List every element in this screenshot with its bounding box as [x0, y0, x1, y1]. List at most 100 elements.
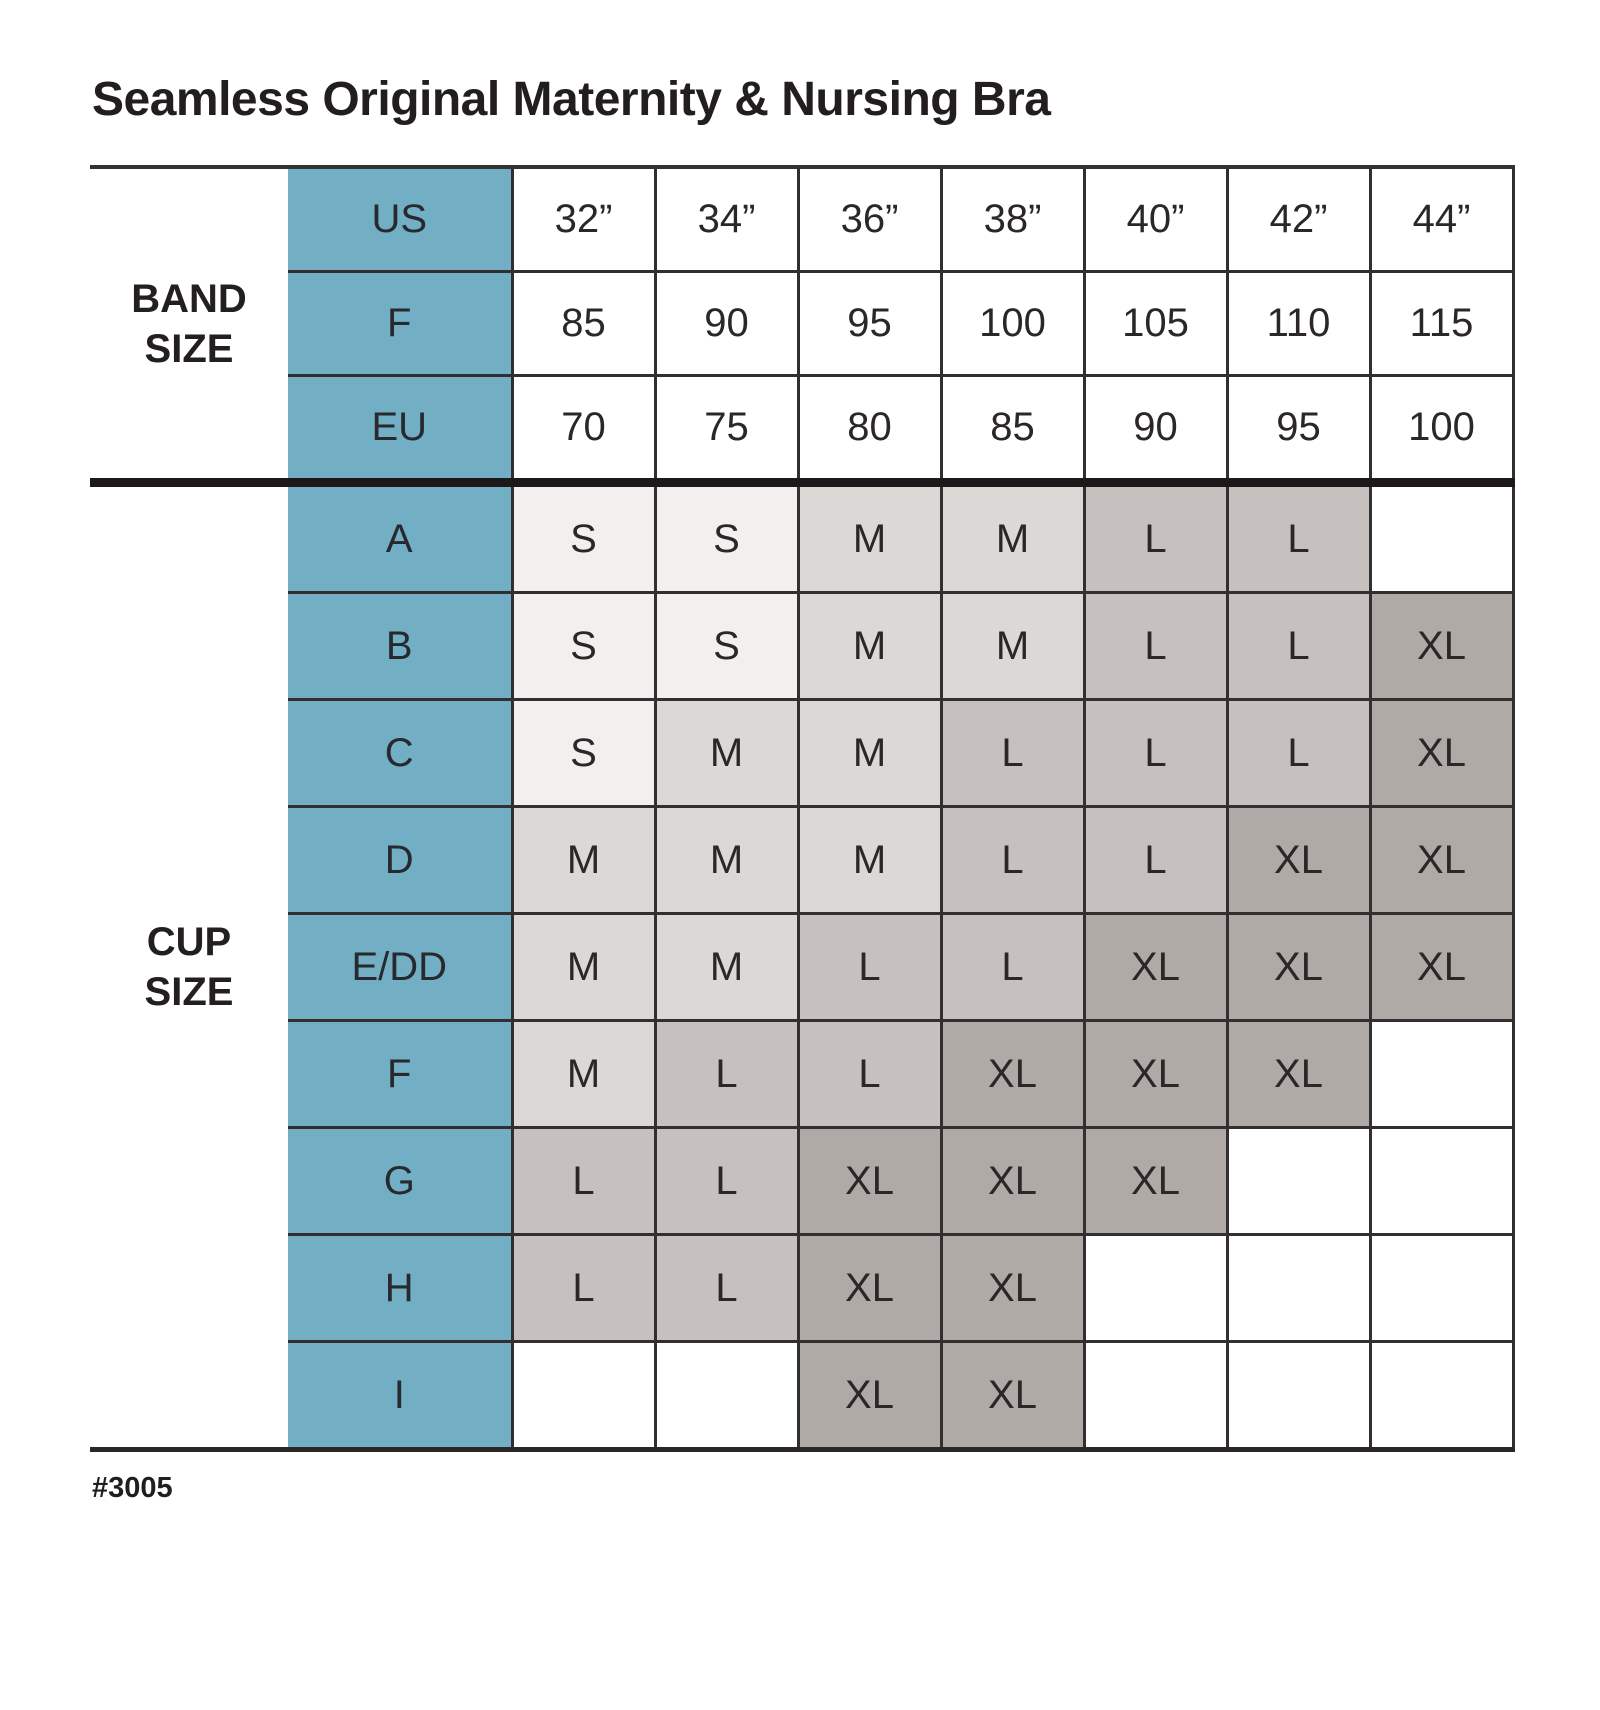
row-header-cell: A [288, 481, 514, 594]
band-value-cell: 75 [653, 374, 800, 487]
cup-size-cell: S [510, 591, 657, 701]
cup-size-cell: XL [939, 1233, 1086, 1343]
table-row: H L L XL XL [90, 1233, 1515, 1343]
row-header-cell: H [288, 1233, 514, 1343]
cup-size-cell: M [653, 698, 800, 808]
cup-size-cell: XL [796, 1233, 943, 1343]
table-row: F 85 90 95 100 105 110 115 [90, 270, 1515, 377]
table-row: CUP SIZE A S S M M L L [90, 481, 1515, 1452]
cup-size-cell [1368, 1340, 1515, 1452]
cup-size-cell: M [796, 805, 943, 915]
band-value-cell: 85 [510, 270, 657, 377]
row-header-cell: G [288, 1126, 514, 1236]
row-header-cell: E/DD [288, 912, 514, 1022]
band-value-cell: 38” [939, 165, 1086, 273]
size-chart-table: BAND SIZE US 32” 34” 36” 38” 40” 42” 44” F 85 90 95 1… [90, 165, 1515, 1452]
table-row: I XL XL [90, 1340, 1515, 1452]
cup-size-cell [1368, 1126, 1515, 1236]
band-value-cell: 40” [1082, 165, 1229, 273]
band-value-cell: 90 [653, 270, 800, 377]
cup-size-cell: XL [1368, 805, 1515, 915]
band-value-cell: 36” [796, 165, 943, 273]
cup-size-cell: L [1082, 591, 1229, 701]
cup-size-cell: L [653, 1126, 800, 1236]
cup-size-cell: XL [1225, 805, 1372, 915]
cup-size-cell [1368, 481, 1515, 594]
table-row: F M L L XL XL XL [90, 1019, 1515, 1129]
row-header-cell: C [288, 698, 514, 808]
cup-size-cell: XL [1368, 912, 1515, 1022]
cup-size-cell [1225, 1340, 1372, 1452]
band-value-cell: 70 [510, 374, 657, 487]
cup-size-cell [1082, 1340, 1229, 1452]
cup-size-cell: L [1082, 698, 1229, 808]
cup-size-cell [1225, 1233, 1372, 1343]
cup-size-cell: L [1082, 481, 1229, 594]
cup-size-cell: XL [1082, 1126, 1229, 1236]
row-header-cell: B [288, 591, 514, 701]
band-value-cell: 42” [1225, 165, 1372, 273]
cup-size-cell: XL [1082, 1019, 1229, 1129]
cup-size-cell [1368, 1233, 1515, 1343]
cup-size-cell: M [510, 1019, 657, 1129]
cup-size-cell: XL [1225, 912, 1372, 1022]
cup-size-cell: XL [939, 1340, 1086, 1452]
table-row: E/DD M M L L XL XL XL [90, 912, 1515, 1022]
cup-size-cell: XL [1082, 912, 1229, 1022]
cup-size-cell: M [510, 805, 657, 915]
table-row: C S M M L L L XL [90, 698, 1515, 808]
cup-size-cell: XL [939, 1019, 1086, 1129]
row-header-cell: EU [288, 374, 514, 487]
cup-size-cell: S [510, 481, 657, 594]
band-value-cell: 95 [796, 270, 943, 377]
cup-size-cell: S [653, 591, 800, 701]
band-value-cell: 115 [1368, 270, 1515, 377]
cup-size-cell: M [653, 912, 800, 1022]
product-number: #3005 [92, 1472, 173, 1504]
cup-size-cell [653, 1340, 800, 1452]
cup-size-cell [1082, 1233, 1229, 1343]
cup-size-cell: M [939, 591, 1086, 701]
table-row: B S S M M L L XL [90, 591, 1515, 701]
cup-size-cell: L [1225, 698, 1372, 808]
cup-size-cell: L [1082, 805, 1229, 915]
cup-size-cell: L [796, 912, 943, 1022]
cup-size-cell: M [510, 912, 657, 1022]
cup-size-cell [1225, 1126, 1372, 1236]
cup-size-cell: L [939, 805, 1086, 915]
cup-size-cell: L [939, 698, 1086, 808]
band-value-cell: 90 [1082, 374, 1229, 487]
cup-size-cell: L [510, 1233, 657, 1343]
cup-size-cell: XL [1368, 591, 1515, 701]
cup-size-cell: L [939, 912, 1086, 1022]
cup-size-cell: S [653, 481, 800, 594]
cup-size-cell: XL [1368, 698, 1515, 808]
cup-size-cell: M [796, 698, 943, 808]
table-row: EU 70 75 80 85 90 95 100 [90, 374, 1515, 487]
cup-size-cell: XL [796, 1340, 943, 1452]
cup-size-cell: M [796, 481, 943, 594]
page: Seamless Original Maternity & Nursing Br… [90, 73, 1515, 1504]
size-chart-body: BAND SIZE US 32” 34” 36” 38” 40” 42” 44” F 85 90 95 1… [90, 165, 1515, 1452]
band-value-cell: 105 [1082, 270, 1229, 377]
cup-size-cell: L [510, 1126, 657, 1236]
cup-size-cell: XL [1225, 1019, 1372, 1129]
table-row: D M M M L L XL XL [90, 805, 1515, 915]
band-value-cell: 110 [1225, 270, 1372, 377]
cup-size-cell: M [653, 805, 800, 915]
cup-size-label: CUP SIZE [90, 482, 288, 1452]
band-value-cell: 80 [796, 374, 943, 487]
band-value-cell: 95 [1225, 374, 1372, 487]
band-value-cell: 34” [653, 165, 800, 273]
row-header-cell: D [288, 805, 514, 915]
cup-size-cell: L [653, 1233, 800, 1343]
cup-size-cell: XL [796, 1126, 943, 1236]
cup-size-cell: S [510, 698, 657, 808]
cup-size-cell: M [939, 481, 1086, 594]
cup-size-cell: M [796, 591, 943, 701]
cup-size-cell [510, 1340, 657, 1452]
cup-size-cell: XL [939, 1126, 1086, 1236]
cup-size-cell: L [653, 1019, 800, 1129]
row-header-cell: US [288, 165, 514, 273]
row-header-cell: I [288, 1340, 514, 1452]
